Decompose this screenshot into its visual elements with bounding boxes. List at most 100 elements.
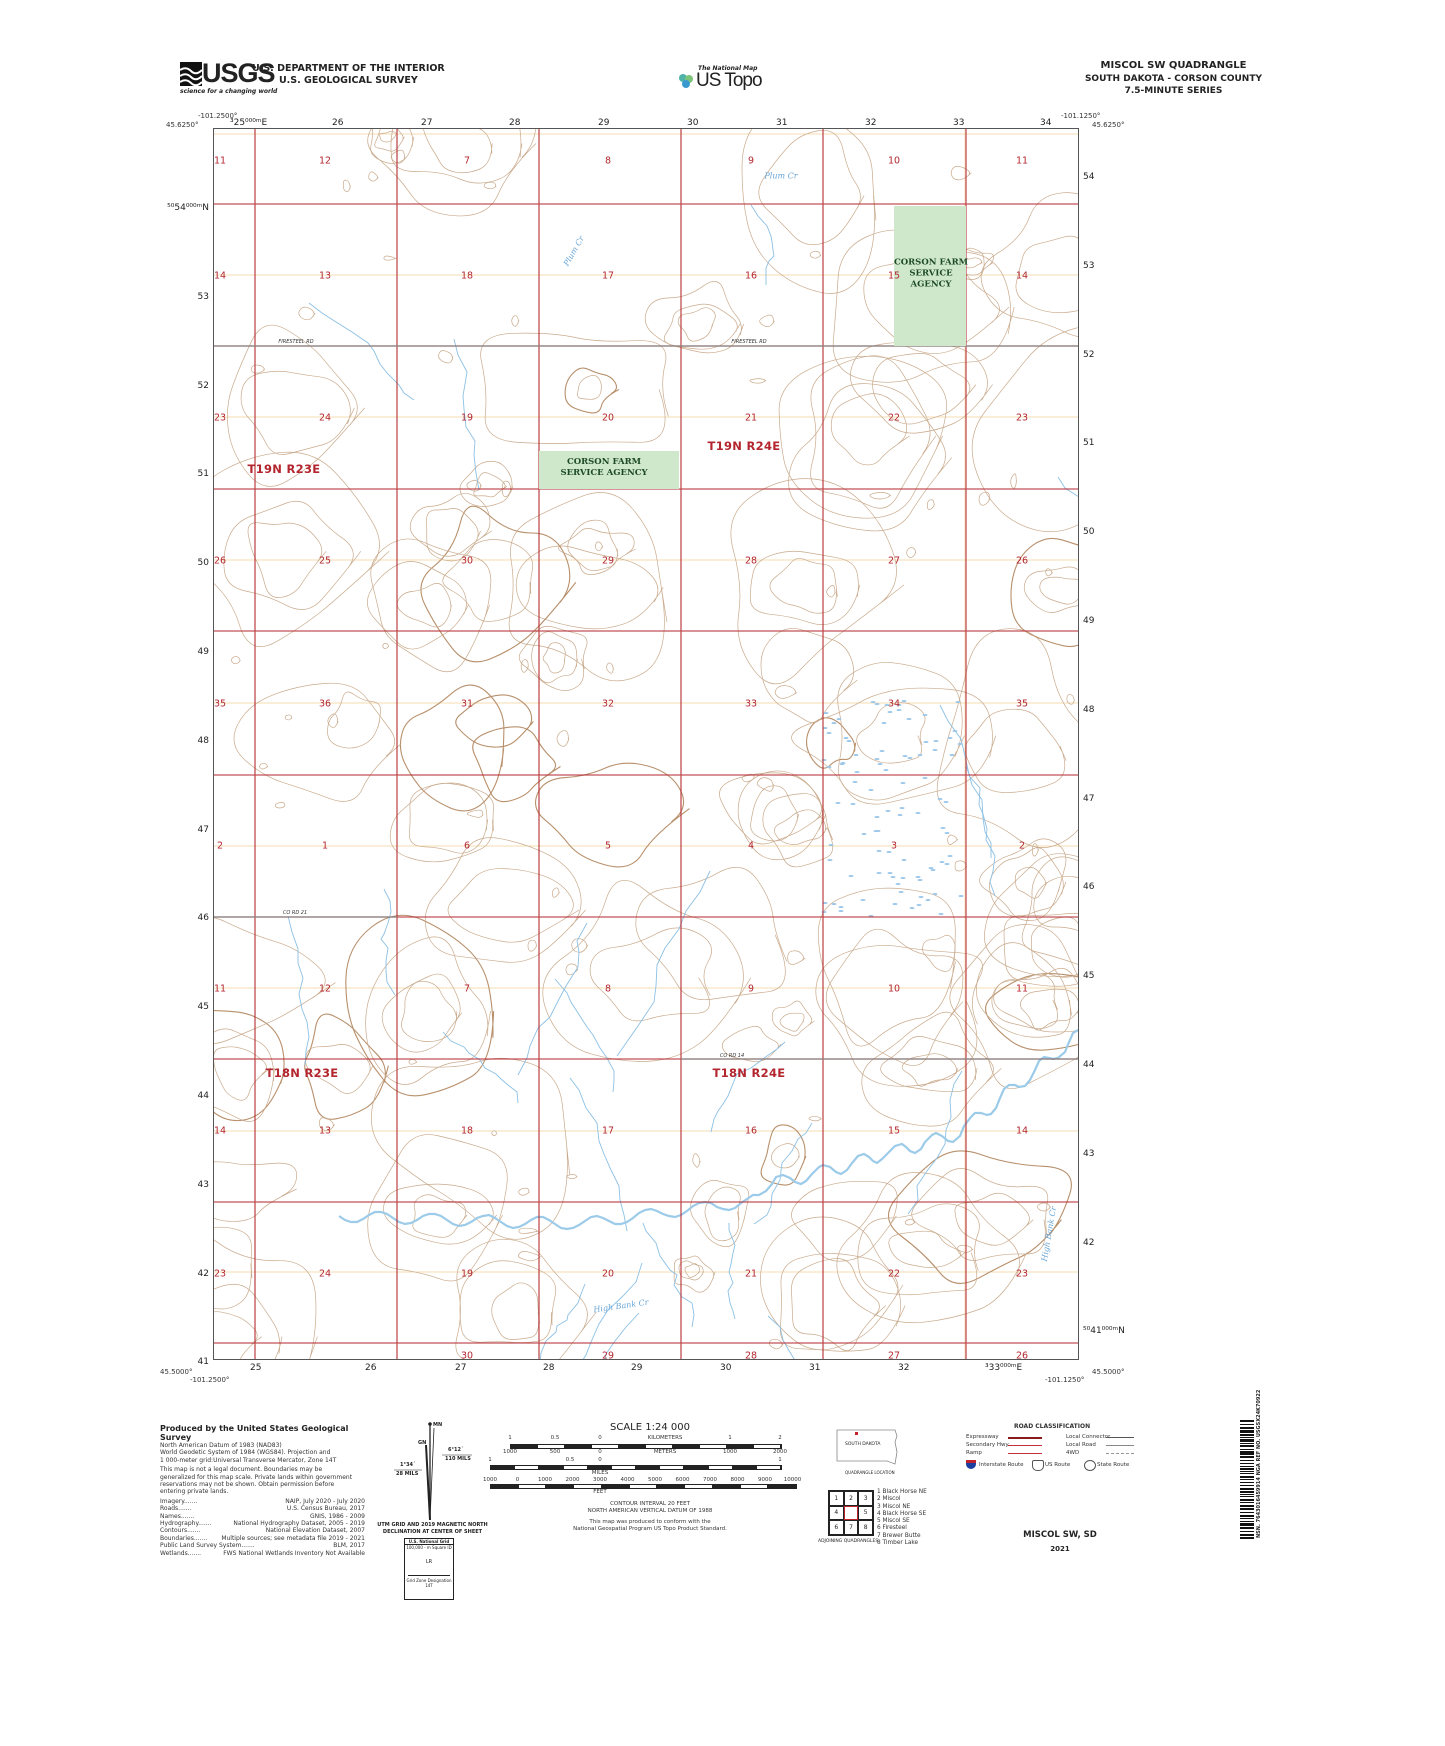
contour: [551, 887, 560, 898]
wetland-dash: [957, 743, 963, 745]
northing-tick-right: 48: [1083, 704, 1095, 715]
contour: [408, 1058, 418, 1065]
contour: [825, 928, 964, 1066]
easting-tick-bottom: 30: [720, 1363, 732, 1373]
section-number: 25: [318, 555, 332, 567]
section-number: 15: [887, 1125, 901, 1137]
quadrangle-title-block: MISCOL SW QUADRANGLE SOUTH DAKOTA - CORS…: [1085, 60, 1262, 98]
wetland-dash: [884, 704, 890, 706]
vertical-datum: NORTH AMERICAN VERTICAL DATUM OF 1988: [587, 1508, 713, 1514]
contour: [771, 1143, 800, 1169]
contour: [231, 656, 241, 665]
contour: [455, 1238, 597, 1359]
meter-tick-label: 500: [549, 1449, 561, 1455]
meter-tick-label: 1000: [503, 1449, 517, 1455]
contour: [233, 682, 401, 802]
contour: [508, 492, 668, 682]
wetland-dash: [940, 827, 946, 829]
contour: [984, 853, 1078, 978]
barcode-bar: [1240, 1459, 1254, 1462]
contour: [758, 129, 865, 246]
square-id-label: 100,000 - m Square ID: [406, 1545, 452, 1550]
section-number: 16: [744, 1125, 758, 1137]
credit-label: Roads.......: [160, 1505, 192, 1513]
contour: [771, 1000, 815, 1037]
credit-row: Public Land Survey System....... BLM, 201…: [160, 1542, 365, 1549]
wetland-dash: [870, 701, 876, 703]
contour: [810, 355, 937, 509]
contour: [741, 129, 877, 294]
credit-row: Hydrography....... National Hydrography D…: [160, 1520, 365, 1527]
wetland-dash: [943, 801, 949, 803]
credit-value: Multiple sources; see metadata file 2019…: [221, 1534, 365, 1542]
section-lines: [214, 129, 1078, 1359]
contour: [906, 547, 917, 558]
section-number: 9: [747, 155, 755, 167]
streams: [287, 204, 1078, 1359]
barcode-bar: [1240, 1491, 1254, 1494]
public-land-area: [539, 451, 679, 489]
adjoining-quad-name: 5 Miscol SE: [877, 1518, 910, 1525]
section-number: 3: [890, 840, 898, 852]
section-number: 28: [744, 555, 758, 567]
wetland-dash: [930, 869, 936, 871]
section-number: 23: [1015, 1268, 1029, 1280]
contour: [284, 714, 293, 721]
contour: [371, 1057, 571, 1240]
northing-tick-left: 53: [197, 291, 209, 302]
barcode-bar: [1240, 1442, 1254, 1445]
barcode-bar: [1240, 1484, 1254, 1487]
section-number: 34: [887, 698, 901, 710]
contour: [571, 938, 589, 953]
corner-bottom-left-lat: 45.5000°: [160, 1368, 193, 1376]
contour: [1030, 916, 1078, 978]
contour: [759, 314, 775, 327]
contour: [971, 327, 1078, 533]
mile-bar: [490, 1465, 782, 1470]
public-land-area: [894, 206, 966, 346]
section-number: 13: [318, 1125, 332, 1137]
mile-tick-label: 0.5: [565, 1457, 575, 1463]
km-tick-label: 0.5: [550, 1435, 560, 1441]
mile-tick-label: 1: [778, 1457, 782, 1463]
adjoining-quadrangles-list: 1 Black Horse NE 2 Miscol 3 Miscol NE 4 Bla…: [877, 1489, 927, 1547]
wetland-dash: [897, 814, 903, 816]
credit-label: Boundaries.......: [160, 1534, 208, 1542]
contour: [872, 353, 977, 425]
meter-tick-label: METERS: [653, 1449, 677, 1455]
adjoining-cell: 8: [858, 1520, 873, 1535]
index-contour: [564, 367, 620, 414]
contour: [259, 762, 269, 770]
contour: [214, 1161, 298, 1222]
section-number: 21: [744, 412, 758, 424]
wetland-dash: [838, 906, 844, 908]
wetland-dash: [881, 722, 887, 724]
section-number: 14: [213, 1125, 227, 1137]
contour: [830, 393, 910, 466]
standard-note-2: National Geospatial Program US Topo Prod…: [573, 1526, 727, 1532]
barcode-bar: [1240, 1453, 1254, 1455]
contour-interval: CONTOUR INTERVAL 20 FEET: [610, 1501, 690, 1507]
section-number: 36: [318, 698, 332, 710]
contour: [673, 1255, 716, 1293]
quadrangle-state-county: SOUTH DAKOTA - CORSON COUNTY: [1084, 73, 1262, 84]
section-number: 19: [460, 1268, 474, 1280]
wetland-dash: [900, 877, 906, 879]
wetland-dash: [932, 893, 938, 895]
contour: [374, 129, 405, 152]
contour: [1023, 566, 1078, 613]
contour: [936, 628, 1078, 848]
section-number: 6: [463, 840, 471, 852]
contour: [247, 522, 327, 598]
location-state: SOUTH DAKOTA: [845, 1442, 881, 1447]
section-number: 2: [1018, 840, 1026, 852]
contour: [774, 809, 828, 845]
feet-tick-label: 10000: [783, 1477, 802, 1483]
stream: [1057, 476, 1078, 497]
topographic-map[interactable]: CORSON FARM SERVICE AGENCY CORSON FARM SERVI…: [213, 128, 1079, 1360]
road-class-title: ROAD CLASSIFICATION: [1014, 1423, 1091, 1430]
section-number: 30: [460, 1350, 474, 1360]
us-topo-title: US Topo: [696, 70, 763, 91]
contour: [749, 550, 861, 625]
datum-line: World Geodetic System of 1984 (WGS84). P…: [160, 1449, 331, 1457]
